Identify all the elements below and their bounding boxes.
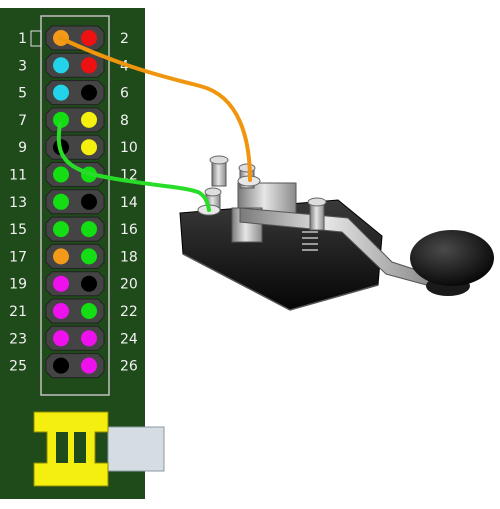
connector-slot-left — [56, 432, 68, 463]
pin-label: 22 — [120, 304, 138, 320]
pin-label: 24 — [120, 331, 138, 347]
pin-6 — [81, 84, 97, 101]
pin-15 — [53, 221, 69, 238]
cable — [107, 426, 165, 472]
pin-row: 13 14 — [9, 189, 138, 215]
telegraph-key — [179, 155, 494, 311]
key-base-edge — [182, 253, 379, 311]
pin-label: 1 — [18, 31, 27, 47]
pin-22 — [81, 303, 97, 319]
pin-row: 17 18 — [9, 243, 138, 269]
pin-8 — [81, 111, 97, 128]
pin-18 — [81, 248, 97, 265]
pin-row: 21 22 — [9, 298, 138, 324]
pin-label: 7 — [18, 113, 27, 129]
pin-3 — [53, 57, 69, 74]
pin-row: 23 24 — [9, 325, 138, 351]
pin-label: 6 — [120, 86, 129, 102]
pin-label: 17 — [9, 249, 27, 265]
pin-label: 25 — [9, 359, 27, 375]
pin-25 — [53, 357, 69, 374]
pin-label: 2 — [120, 31, 129, 47]
connector-slot-right — [74, 432, 86, 463]
pin-26 — [81, 357, 97, 374]
board-connector — [33, 411, 165, 487]
pin-label: 26 — [120, 359, 138, 375]
pin-label: 21 — [9, 304, 27, 320]
pin-label: 11 — [9, 168, 27, 184]
pin-17 — [53, 248, 69, 265]
pin-label: 10 — [120, 140, 138, 156]
pin-label: 15 — [9, 222, 27, 238]
pin-label: 3 — [18, 58, 27, 74]
pin-16 — [81, 221, 97, 238]
pin-label: 16 — [120, 222, 138, 238]
pin-label: 18 — [120, 249, 138, 265]
pin-row: 15 16 — [9, 216, 138, 242]
pin-label: 9 — [18, 140, 27, 156]
pin-label: 19 — [9, 277, 27, 293]
key-spring — [302, 231, 318, 251]
pin-label: 14 — [120, 195, 138, 211]
pin-label: 8 — [120, 113, 129, 129]
pin-4 — [81, 57, 97, 74]
key-knob — [410, 230, 494, 296]
pin-11 — [53, 166, 69, 183]
pin-20 — [81, 275, 97, 292]
wire-green-pin7 — [56, 122, 211, 212]
pin-2 — [81, 30, 97, 46]
pin-13 — [53, 193, 69, 210]
pin-label: 20 — [120, 277, 138, 293]
pin-14 — [81, 193, 97, 210]
pin-label: 23 — [9, 331, 27, 347]
pin-19 — [53, 275, 69, 292]
pin-24 — [81, 330, 97, 347]
wires — [56, 36, 252, 212]
pin-7 — [53, 111, 69, 128]
pin-label: 5 — [18, 86, 27, 102]
pin-10 — [81, 139, 97, 156]
wire-orange-pin1 — [58, 36, 252, 182]
pin-row: 25 26 — [9, 353, 138, 379]
pin-header-frame — [40, 15, 110, 396]
pin-row: 19 20 — [9, 271, 138, 297]
pin-21 — [53, 303, 69, 319]
pin-label: 13 — [9, 195, 27, 211]
pin-5 — [53, 84, 69, 101]
connector-body — [33, 411, 109, 487]
pin-23 — [53, 330, 69, 347]
pin1-marker — [30, 30, 42, 47]
